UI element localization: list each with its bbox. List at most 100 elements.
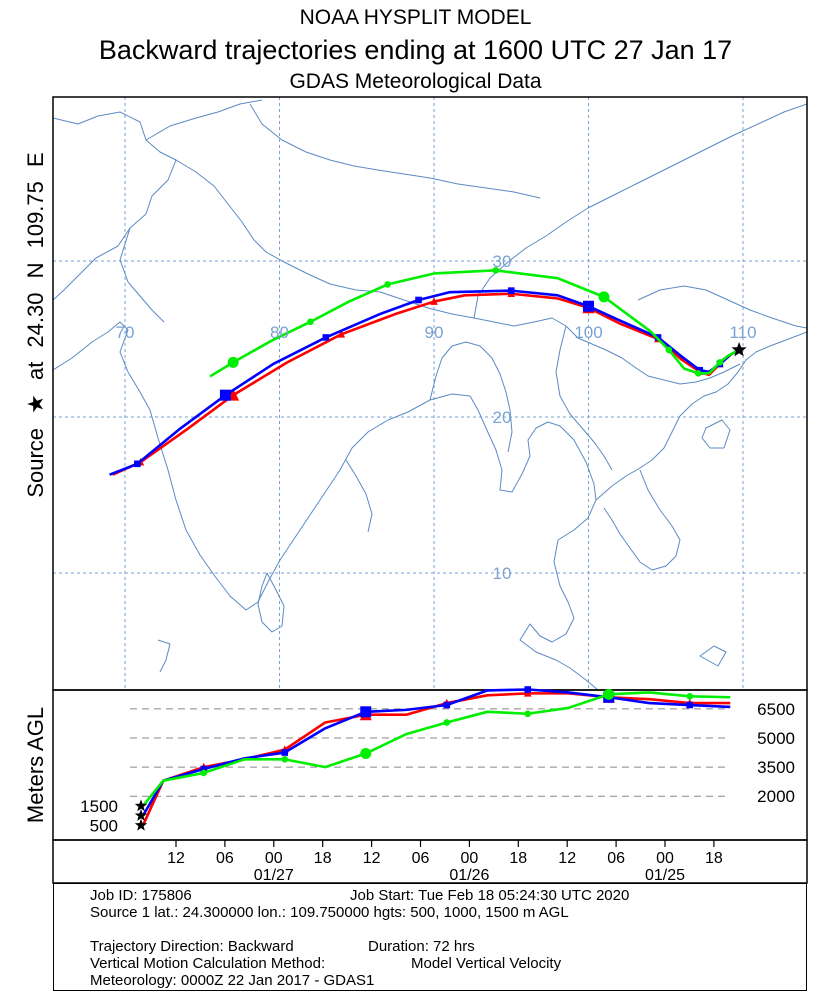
vertical-motion-label: Vertical Motion Calculation Method: bbox=[90, 955, 326, 972]
date-label: 01/27 bbox=[254, 867, 294, 884]
date-label: 01/25 bbox=[645, 867, 685, 884]
time-tick-label: 12 bbox=[363, 850, 381, 867]
chart-title: Backward trajectories ending at 1600 UTC… bbox=[98, 35, 733, 65]
altitude-line bbox=[141, 691, 731, 807]
altitude-tick-label: 2000 bbox=[757, 787, 795, 806]
coastline bbox=[603, 469, 681, 571]
trajectory-marker-square bbox=[200, 765, 208, 773]
trajectory-marker-square bbox=[583, 300, 594, 312]
coastline bbox=[53, 111, 177, 301]
source-height-star-icon bbox=[134, 799, 148, 812]
trajectory-marker-circle bbox=[598, 291, 610, 303]
lat-tick-label: 10 bbox=[493, 564, 512, 583]
trajectory-marker-square bbox=[219, 389, 231, 401]
time-tick-label: 06 bbox=[412, 850, 430, 867]
coastline bbox=[595, 331, 807, 501]
altitude-frame bbox=[52, 689, 808, 841]
coastline bbox=[699, 645, 727, 667]
source-height-star-icon bbox=[134, 809, 148, 821]
trajectory-marker-triangle bbox=[337, 330, 346, 338]
coastline bbox=[257, 572, 285, 633]
trajectory-marker-square bbox=[281, 749, 289, 756]
lat-tick-label: 20 bbox=[493, 408, 512, 427]
coastline bbox=[175, 159, 741, 385]
time-tick-label: 18 bbox=[314, 850, 332, 867]
coastline bbox=[345, 459, 373, 533]
coastline bbox=[701, 419, 731, 449]
coastline bbox=[473, 103, 807, 319]
trajectory-marker-circle bbox=[686, 692, 694, 700]
altitude-tick-label: 6500 bbox=[757, 700, 795, 719]
time-tick-label: 06 bbox=[216, 850, 234, 867]
trajectory-marker-circle bbox=[281, 756, 289, 763]
chart-title-model: NOAA HYSPLIT MODEL bbox=[299, 6, 532, 29]
trajectory-line bbox=[112, 292, 740, 476]
trajectory-marker-circle bbox=[524, 710, 532, 718]
date-label: 01/26 bbox=[449, 867, 489, 884]
trajectory-marker-circle bbox=[603, 688, 615, 700]
trajectory-marker-circle bbox=[360, 748, 372, 760]
trajectory-marker-circle bbox=[716, 359, 724, 366]
trajectory-marker-circle bbox=[227, 356, 239, 368]
trajectory-direction: Trajectory Direction: Backward bbox=[90, 938, 294, 955]
altitude-line bbox=[141, 688, 731, 817]
lon-tick-label: 110 bbox=[729, 323, 756, 342]
trajectory-marker-square bbox=[696, 366, 704, 374]
trajectory-marker-square bbox=[360, 706, 372, 718]
source-height-label: 1500 bbox=[80, 797, 118, 816]
trajectory-marker-circle bbox=[384, 281, 391, 288]
time-tick-label: 00 bbox=[656, 850, 674, 867]
job-id: Job ID: 175806 bbox=[90, 887, 192, 904]
time-tick-label: 12 bbox=[167, 850, 185, 867]
trajectory-marker-circle bbox=[307, 318, 314, 326]
lon-tick-label: 70 bbox=[116, 323, 135, 342]
lon-tick-label: 80 bbox=[270, 323, 289, 342]
trajectory-marker-circle bbox=[443, 719, 451, 726]
time-tick-label: 12 bbox=[558, 850, 576, 867]
trajectory-marker-circle bbox=[200, 769, 208, 777]
coastline bbox=[157, 639, 171, 673]
map-frame bbox=[52, 96, 808, 691]
trajectory-marker-circle bbox=[492, 267, 500, 274]
coastline bbox=[249, 103, 541, 199]
meteorology: Meteorology: 0000Z 22 Jan 2017 - GDAS1 bbox=[90, 972, 375, 989]
coastline bbox=[637, 285, 807, 329]
job-start: Job Start: Tue Feb 18 05:24:30 UTC 2020 bbox=[350, 887, 630, 904]
trajectory-marker-square bbox=[415, 296, 422, 304]
trajectory-marker-square bbox=[134, 460, 141, 468]
trajectory-marker-square bbox=[524, 686, 532, 693]
chart-subtitle: GDAS Meteorological Data bbox=[289, 70, 542, 93]
time-tick-label: 00 bbox=[265, 850, 283, 867]
trajectory-marker-square bbox=[507, 287, 515, 294]
time-axis-frame bbox=[52, 839, 808, 884]
source-height-star-icon bbox=[134, 818, 148, 831]
trajectory-marker-square bbox=[686, 701, 694, 709]
time-tick-label: 00 bbox=[461, 850, 479, 867]
coastline bbox=[555, 325, 613, 471]
trajectory-marker-triangle bbox=[430, 297, 438, 305]
trajectory-line bbox=[109, 289, 740, 476]
time-tick-label: 06 bbox=[607, 850, 625, 867]
trajectory-marker-triangle bbox=[523, 689, 532, 697]
source-details: Source 1 lat.: 24.300000 lon.: 109.75000… bbox=[90, 904, 569, 921]
coastline bbox=[429, 341, 513, 453]
source-height-label: 500 bbox=[90, 816, 118, 835]
lon-tick-label: 100 bbox=[574, 323, 602, 342]
altitude-line bbox=[141, 692, 731, 826]
coastline bbox=[119, 227, 165, 323]
trajectory-marker-circle bbox=[665, 346, 673, 354]
duration: Duration: 72 hrs bbox=[368, 938, 475, 955]
trajectory-marker-square bbox=[443, 701, 451, 709]
vertical-motion-value: Model Vertical Velocity bbox=[411, 955, 562, 972]
altitude-tick-label: 5000 bbox=[757, 729, 795, 748]
lon-tick-label: 90 bbox=[425, 323, 444, 342]
time-tick-label: 18 bbox=[705, 850, 723, 867]
trajectory-marker-circle bbox=[694, 370, 702, 377]
lat-tick-label: 30 bbox=[493, 252, 512, 271]
trajectory-map: 70 80 90 100 110 10 20 30 bbox=[52, 96, 808, 691]
source-star-icon bbox=[731, 341, 747, 357]
coastline bbox=[145, 99, 263, 141]
coastline bbox=[53, 321, 599, 690]
